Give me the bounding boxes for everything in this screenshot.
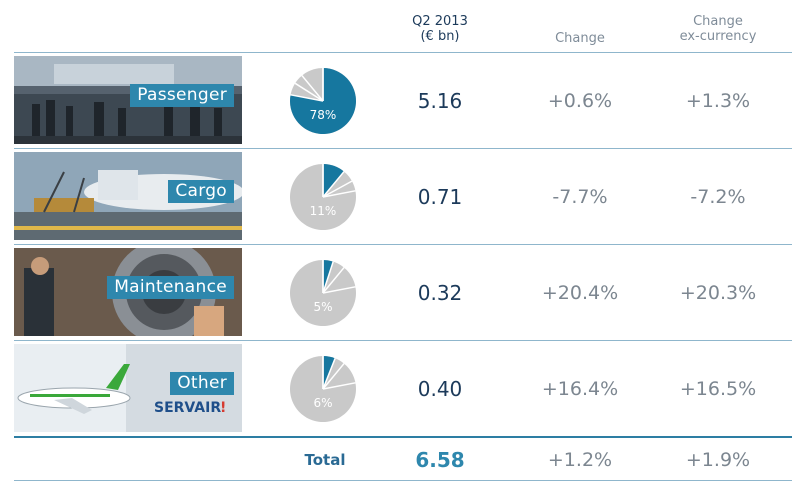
rule-row2 bbox=[14, 244, 792, 245]
change-ex-maintenance: +20.3% bbox=[679, 282, 757, 304]
other-photo: SERVAIR ! Other bbox=[14, 344, 242, 432]
svg-text:!: ! bbox=[220, 400, 226, 416]
value-cargo: 0.71 bbox=[417, 185, 463, 209]
total-change-ex: +1.9% bbox=[685, 449, 751, 471]
header-change-label: Change bbox=[555, 31, 605, 46]
header-change: Change bbox=[520, 31, 640, 46]
pie-passenger-share-label: 78% bbox=[310, 108, 337, 122]
pie-passenger-divider bbox=[290, 94, 324, 102]
pie-maintenance-share-label: 5% bbox=[313, 300, 332, 314]
header-change-ex-line1: Change bbox=[693, 14, 743, 29]
passenger-photo: Passenger bbox=[14, 56, 242, 144]
total-label: Total bbox=[304, 451, 346, 469]
pie-other-dividers bbox=[322, 356, 356, 390]
total-change: +1.2% bbox=[547, 449, 613, 471]
value-other: 0.40 bbox=[417, 377, 463, 401]
rule-row3 bbox=[14, 340, 792, 341]
header-change-ex-currency: Change ex-currency bbox=[658, 14, 778, 44]
pie-cargo-dividers bbox=[322, 164, 356, 198]
change-maintenance: +20.4% bbox=[541, 282, 619, 304]
pie-cargo: 11% bbox=[289, 164, 356, 230]
value-maintenance: 0.32 bbox=[417, 281, 463, 305]
total-value: 6.58 bbox=[415, 448, 465, 472]
pie-maintenance-dividers bbox=[322, 260, 356, 294]
pie-other-divider bbox=[322, 358, 336, 390]
rule-row1 bbox=[14, 148, 792, 149]
servair-logo-text: SERVAIR bbox=[154, 400, 221, 416]
pie-cargo-divider bbox=[322, 171, 345, 198]
pie-cargo-divider bbox=[322, 190, 356, 198]
maintenance-photo: Maintenance bbox=[14, 248, 242, 336]
change-other: +16.4% bbox=[541, 378, 619, 400]
segment-label-cargo: Cargo bbox=[168, 180, 234, 203]
rule-total-bottom bbox=[14, 480, 792, 481]
pie-other-share-label: 6% bbox=[313, 396, 332, 410]
pie-passenger-divider bbox=[301, 75, 324, 102]
change-ex-passenger: +1.3% bbox=[685, 90, 751, 112]
change-ex-cargo: -7.2% bbox=[690, 186, 746, 208]
rule-total-top bbox=[14, 436, 792, 438]
segment-label-other: Other bbox=[170, 372, 234, 395]
header-q2-2013: Q2 2013 (€ bn) bbox=[380, 14, 500, 44]
cargo-photo: Cargo bbox=[14, 152, 242, 240]
change-passenger: +0.6% bbox=[547, 90, 613, 112]
pie-passenger-dividers bbox=[290, 68, 324, 102]
segment-label-passenger: Passenger bbox=[130, 84, 234, 107]
change-ex-other: +16.5% bbox=[679, 378, 757, 400]
pie-maintenance: 5% bbox=[289, 260, 356, 326]
header-q2-line1: Q2 2013 bbox=[412, 14, 468, 29]
pie-passenger-divider bbox=[294, 82, 324, 102]
change-cargo: -7.7% bbox=[552, 186, 608, 208]
pie-cargo-slice bbox=[323, 164, 345, 197]
pie-cargo-divider bbox=[322, 180, 353, 198]
value-passenger: 5.16 bbox=[417, 89, 463, 113]
pie-other-divider bbox=[322, 363, 345, 390]
header-change-ex-line2: ex-currency bbox=[679, 29, 757, 44]
header-q2-line2: (€ bn) bbox=[420, 29, 460, 44]
pie-maintenance-divider bbox=[322, 286, 356, 294]
pie-maintenance-divider bbox=[322, 261, 334, 294]
rule-header bbox=[14, 52, 792, 53]
segment-label-maintenance: Maintenance bbox=[107, 276, 234, 299]
pie-other-divider bbox=[322, 382, 356, 390]
pie-cargo-share-label: 11% bbox=[310, 204, 337, 218]
pie-maintenance-divider bbox=[322, 267, 345, 294]
pie-other: 6% bbox=[289, 356, 356, 422]
pie-passenger: 78% bbox=[289, 68, 356, 134]
